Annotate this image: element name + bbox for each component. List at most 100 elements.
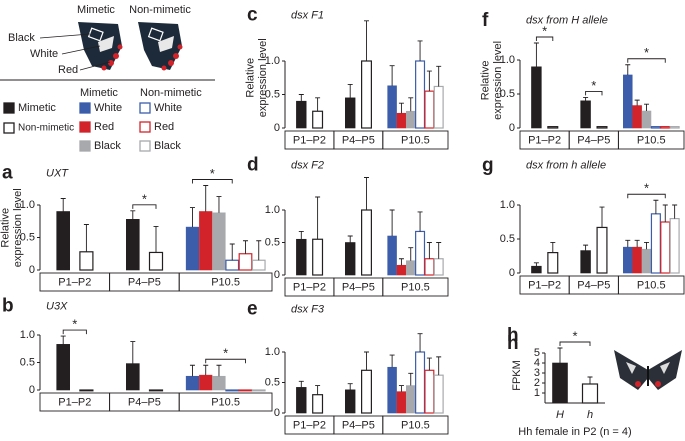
bar [312, 394, 324, 414]
wing-white [158, 36, 174, 52]
error-bar [557, 347, 563, 363]
x-tick-label: P4–P5 [577, 279, 610, 291]
error-bar [203, 364, 209, 376]
error-bar [644, 103, 650, 111]
bar [406, 385, 416, 414]
x-tick-label: P1–P2 [528, 279, 561, 291]
error-bar [389, 209, 395, 236]
bar [345, 97, 356, 129]
error-bar [417, 40, 423, 61]
category-box [617, 275, 685, 295]
y-tick-label: 0 [29, 264, 35, 276]
legend-header: Non-mimetic [140, 87, 202, 99]
bar [361, 60, 372, 129]
y-tick-label: 0.5 [265, 88, 280, 100]
bar [238, 253, 253, 271]
significance-label: * [142, 191, 147, 206]
y-tick-label: 0.5 [500, 88, 515, 100]
x-tick-label: P10.5 [637, 279, 666, 291]
bar [345, 242, 356, 276]
error-bar [60, 198, 66, 212]
bar [623, 74, 633, 129]
error-bar [662, 204, 668, 222]
panel-letter: e [247, 299, 258, 320]
region-label: Red [58, 64, 78, 76]
legend-label: Red [94, 121, 114, 133]
wing-box [87, 27, 104, 42]
error-bar [436, 242, 442, 259]
y-tick-label: 3 [534, 367, 540, 379]
panel-letter: f [482, 10, 489, 31]
bar [345, 389, 356, 414]
bar [387, 366, 397, 414]
y-tick-label: 0.5 [20, 356, 35, 368]
significance-label: * [542, 23, 547, 38]
y-axis-label: Relativeexpression level [244, 38, 269, 117]
panel-title: dsx F2 [291, 159, 324, 171]
error-bar [625, 239, 631, 248]
wing-header: Mimetic [77, 4, 115, 16]
bar [650, 213, 661, 274]
significance-bracket [559, 341, 591, 346]
significance-bracket [585, 90, 603, 96]
bar [212, 212, 226, 271]
bar [148, 389, 164, 392]
x-tick-label: P10.5 [211, 396, 240, 408]
significance-bracket [627, 58, 666, 63]
error-bar [315, 385, 321, 395]
panel-title: dsx F1 [291, 9, 324, 21]
error-bar [83, 224, 89, 252]
x-tick-label: P4–P5 [577, 134, 610, 146]
panel-title: dsx from H allele [526, 15, 608, 27]
significance-label: * [644, 45, 649, 60]
error-bar [242, 240, 248, 254]
error-bar [426, 70, 432, 92]
error-bar [364, 177, 369, 210]
bar [361, 209, 372, 276]
bar [415, 60, 426, 129]
bar [148, 251, 164, 271]
bar [547, 126, 559, 129]
bar [396, 112, 407, 129]
bar [199, 374, 213, 391]
panel-letter: h [507, 333, 519, 354]
bar [387, 85, 397, 129]
x-axis-label: Hh female in P2 (n = 4) [518, 426, 631, 438]
bar [185, 226, 200, 271]
category-box [382, 415, 449, 435]
region-label: White [30, 48, 58, 60]
error-bar [644, 241, 650, 250]
error-bar [347, 383, 353, 390]
bar [669, 218, 680, 274]
legend-swatch [139, 102, 151, 114]
y-tick-label: 0 [509, 122, 515, 134]
significance-bracket [205, 358, 246, 364]
bar [312, 110, 324, 129]
error-bar [672, 204, 678, 219]
bar [296, 387, 307, 414]
y-tick-label: 4 [534, 357, 540, 369]
legend-label: White [154, 102, 182, 114]
significance-label: * [223, 346, 228, 361]
significance-label: * [644, 181, 649, 196]
x-tick-label: P10.5 [211, 276, 240, 288]
bar [225, 259, 240, 271]
bar [296, 100, 307, 129]
panel-letter: d [247, 155, 259, 176]
bar [433, 85, 444, 129]
error-bar [634, 239, 640, 248]
error-bar [408, 247, 414, 261]
error-bar [426, 357, 432, 371]
error-bar [298, 380, 304, 388]
legend-label: Red [154, 121, 174, 133]
wing-diagram: Mimetic Non-mimetic Black White Red [0, 4, 215, 81]
significance-bracket [62, 329, 87, 335]
panel-letter: g [482, 155, 494, 176]
x-tick-label: P10.5 [401, 419, 430, 431]
bar [361, 369, 372, 414]
y-tick-label: 0 [274, 269, 280, 281]
x-tick-label: H [556, 409, 564, 421]
x-tick-label: P4–P5 [128, 276, 161, 288]
error-bar [315, 196, 321, 240]
